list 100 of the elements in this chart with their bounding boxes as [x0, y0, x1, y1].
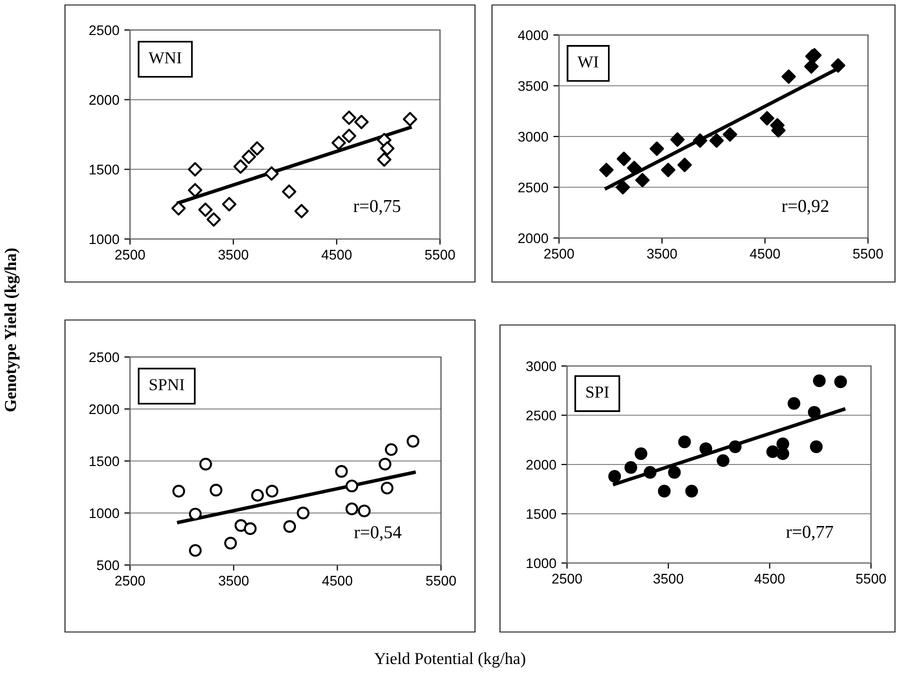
- y-tick-label: 2500: [89, 352, 120, 362]
- point: [222, 196, 236, 212]
- point: [172, 484, 186, 498]
- point: [670, 132, 685, 147]
- point: [830, 58, 846, 73]
- point: [294, 204, 309, 218]
- point: [668, 466, 681, 479]
- point: [282, 184, 296, 199]
- y-tick-label: 1000: [526, 558, 556, 568]
- y-tick-label: 1500: [90, 456, 120, 466]
- x-tick-label: 3500: [647, 248, 677, 259]
- text: SPI: [586, 386, 609, 398]
- y-tick-label: 3000: [518, 132, 548, 142]
- point: [599, 162, 614, 178]
- x-tick-label: 5500: [856, 574, 886, 584]
- point: [692, 133, 708, 148]
- annotation: r=0,75: [354, 200, 400, 215]
- point: [188, 544, 202, 557]
- point: [406, 434, 420, 448]
- x-tick-label: 2500: [552, 574, 582, 584]
- point: [650, 141, 664, 156]
- point: [206, 212, 221, 227]
- annotation: r=0,92: [782, 200, 828, 215]
- point: [358, 504, 371, 518]
- x-tick-label: 4500: [322, 576, 352, 586]
- point: [766, 445, 780, 458]
- point: [804, 59, 819, 74]
- point: [198, 202, 213, 217]
- x-tick-label: 3500: [218, 576, 249, 586]
- point: [384, 443, 398, 456]
- point: [716, 454, 730, 467]
- point: [296, 506, 310, 520]
- point: [244, 522, 257, 535]
- point: [251, 488, 264, 502]
- annotation: r=0,54: [354, 526, 402, 541]
- point: [644, 466, 656, 479]
- point: [188, 162, 202, 177]
- y-tick-label: 3000: [526, 361, 556, 372]
- point: [658, 484, 671, 498]
- y-tick-label: 1000: [90, 234, 120, 244]
- y-tick-label: 2500: [526, 410, 556, 420]
- text: SPNI: [150, 379, 184, 390]
- point: [808, 406, 821, 419]
- y-tick-label: 4000: [518, 30, 548, 40]
- x-tick-label: 4500: [754, 574, 785, 584]
- point: [377, 152, 392, 167]
- x-tick-label: 2500: [544, 248, 574, 259]
- point: [264, 166, 279, 181]
- y-tick-label: 3500: [518, 81, 548, 91]
- point: [250, 141, 264, 156]
- point: [635, 172, 650, 188]
- text: WI: [578, 56, 598, 68]
- x-tick-label: 2500: [115, 576, 145, 586]
- point: [722, 127, 738, 142]
- point: [354, 114, 369, 130]
- point: [233, 159, 248, 174]
- point: [380, 482, 394, 494]
- y-tick-label: 2000: [89, 95, 120, 105]
- x-axis-title: Yield Potential (kg/ha): [374, 652, 526, 668]
- y-tick-label: 2500: [518, 182, 548, 192]
- annotation: r=0,77: [786, 526, 834, 541]
- y-tick-label: 2500: [89, 25, 120, 36]
- point: [335, 465, 348, 478]
- point: [677, 158, 692, 172]
- point: [810, 440, 823, 454]
- point: [345, 480, 358, 492]
- point: [685, 484, 698, 498]
- point: [402, 112, 418, 126]
- x-tick-label: 5500: [425, 250, 455, 260]
- y-tick-label: 2000: [89, 404, 120, 414]
- point: [782, 69, 796, 84]
- point: [812, 374, 826, 388]
- point: [342, 128, 356, 144]
- x-tick-label: 2500: [115, 250, 145, 260]
- y-axis-title: Genotype Yield (kg/ha): [4, 248, 20, 412]
- point: [624, 461, 638, 474]
- point: [188, 508, 202, 520]
- point: [728, 440, 742, 454]
- point: [242, 150, 256, 164]
- point: [834, 375, 847, 388]
- point: [199, 458, 212, 470]
- point: [616, 180, 630, 194]
- y-tick-label: 500: [96, 560, 120, 570]
- point: [709, 133, 724, 148]
- point: [188, 183, 202, 198]
- y-tick-label: 1500: [90, 164, 120, 175]
- y-tick-label: 2000: [526, 460, 556, 470]
- point: [345, 502, 358, 516]
- point: [378, 458, 392, 470]
- point: [760, 111, 774, 126]
- y-tick-label: 2000: [518, 233, 548, 244]
- point: [788, 397, 800, 410]
- point: [627, 160, 642, 176]
- point: [283, 520, 296, 533]
- x-tick-label: 5500: [853, 248, 883, 259]
- point: [380, 141, 394, 156]
- point: [266, 484, 278, 498]
- point: [699, 442, 712, 456]
- y-tick-label: 1500: [526, 509, 556, 519]
- point: [634, 447, 648, 460]
